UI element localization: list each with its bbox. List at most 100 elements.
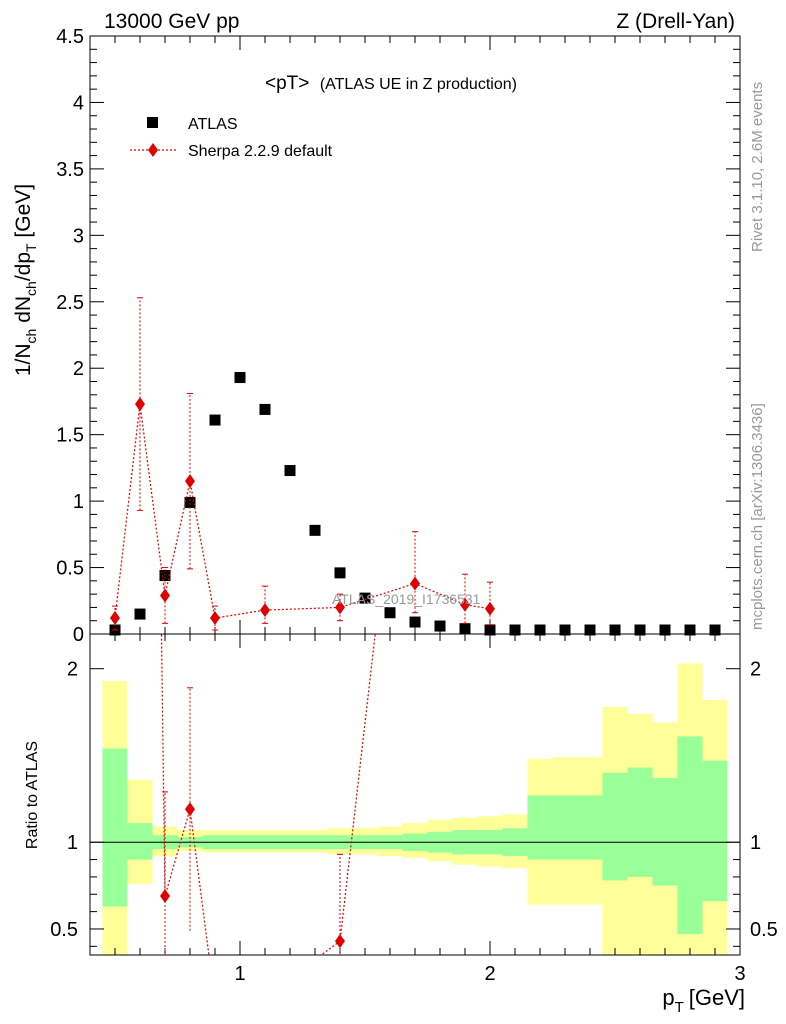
sherpa-point <box>485 601 495 616</box>
ratio-y-tick-label: 1 <box>67 832 78 854</box>
ylabel-part-4: ch <box>23 281 39 296</box>
y-tick-label: 2.5 <box>56 292 84 314</box>
plot-title-main: <pT> <box>265 73 309 94</box>
sherpa-point <box>335 600 345 615</box>
x-tick-label: 3 <box>734 963 745 985</box>
ratio-y-axis-label: Ratio to ATLAS <box>24 741 41 849</box>
sherpa-point <box>160 588 170 603</box>
atlas-point <box>159 570 171 582</box>
atlas-point <box>134 608 146 620</box>
header-right: Z (Drell-Yan) <box>616 10 735 33</box>
ratio-y-tick-label-right: 2 <box>750 659 761 681</box>
atlas-point <box>334 567 346 579</box>
ratio-band-green <box>127 823 153 860</box>
legend-sherpa-marker <box>148 143 158 157</box>
mcplots-label: mcplots.cern.ch [arXiv:1306.3436] <box>749 403 766 630</box>
atlas-point <box>634 624 646 636</box>
sherpa-point <box>110 611 120 626</box>
atlas-point <box>609 624 621 636</box>
top-data <box>109 297 721 636</box>
ylabel-part-7: [GeV] <box>12 184 35 244</box>
plot-title-sub: (ATLAS UE in Z production) <box>320 76 517 93</box>
ylabel-part-2: ch <box>23 329 39 344</box>
sherpa-ratio-point <box>335 934 345 949</box>
atlas-point <box>584 624 596 636</box>
ratio-bands <box>102 663 728 955</box>
y-tick-label: 2 <box>73 358 84 380</box>
legend-atlas-label: ATLAS <box>188 116 238 133</box>
xlabel-unit: [GeV] <box>689 985 745 1010</box>
y-axis-label: 1/Nch dNch/dpT [GeV] <box>12 184 39 376</box>
atlas-point <box>409 616 421 628</box>
atlas-point <box>459 623 471 635</box>
ylabel-part-1: 1/N <box>12 343 35 376</box>
x-tick-label: 2 <box>484 963 495 985</box>
y-tick-label: 0.5 <box>56 558 84 580</box>
sherpa-point <box>135 397 145 412</box>
y-tick-label: 4.5 <box>56 26 84 48</box>
atlas-point <box>434 620 446 632</box>
analysis-watermark: ATLAS_2019_I1736531 <box>332 591 481 607</box>
bottom-data <box>160 634 376 955</box>
atlas-point <box>509 624 521 636</box>
y-tick-label: 1 <box>73 491 84 513</box>
ratio-band-green <box>552 795 578 860</box>
y-tick-label: 1.5 <box>56 425 84 447</box>
atlas-point <box>559 624 571 636</box>
sherpa-point <box>410 576 420 591</box>
sherpa-point <box>185 474 195 489</box>
ratio-band-green <box>602 772 628 881</box>
ylabel-part-3: dN <box>12 296 35 329</box>
plot-title: <pT> (ATLAS UE in Z production) <box>265 73 517 94</box>
sherpa-ratio-point <box>185 802 195 817</box>
header-left: 13000 GeV pp <box>104 10 239 33</box>
sherpa-line <box>114 404 491 619</box>
atlas-point <box>309 524 321 536</box>
ratio-band-green <box>652 778 678 886</box>
y-tick-label: 0 <box>73 624 84 646</box>
atlas-point <box>359 592 371 604</box>
x-axis-label: pT [GeV] <box>662 985 745 1016</box>
ratio-y-tick-label-right: 0.5 <box>750 919 778 941</box>
legend-atlas-marker <box>147 117 158 128</box>
x-tick-label: 1 <box>234 963 245 985</box>
legend: ATLAS Sherpa 2.2.9 default <box>130 116 333 160</box>
atlas-point <box>684 624 696 636</box>
sherpa-ratio-group <box>160 634 376 955</box>
atlas-point <box>209 414 221 426</box>
ratio-y-tick-label-right: 1 <box>750 832 761 854</box>
ratio-band-green <box>677 736 703 935</box>
bottom-axes: 1 2 30.5 0.51 12 2 <box>50 633 778 985</box>
atlas-point <box>384 607 396 619</box>
atlas-point <box>484 624 496 636</box>
y-tick-label: 3 <box>73 225 84 247</box>
atlas-point <box>284 465 296 477</box>
ratio-band-green <box>627 767 653 877</box>
rivet-label: Rivet 3.1.10, 2.6M events <box>749 82 766 252</box>
y-tick-label: 3.5 <box>56 159 84 181</box>
xlabel-sub: T <box>675 999 684 1016</box>
sherpa-ratio-point <box>160 889 170 904</box>
ratio-band-green <box>102 748 128 907</box>
ratio-band-green <box>577 795 603 860</box>
ratio-band-green <box>702 760 728 902</box>
xlabel-main: p <box>662 985 674 1010</box>
y-tick-label: 4 <box>73 92 84 114</box>
sherpa-point <box>460 597 470 612</box>
atlas-point <box>184 496 196 508</box>
atlas-point <box>709 624 721 636</box>
ratio-y-tick-label: 0.5 <box>50 919 78 941</box>
legend-sherpa-label: Sherpa 2.2.9 default <box>188 143 333 160</box>
atlas-point <box>659 624 671 636</box>
ratio-y-tick-label: 2 <box>67 659 78 681</box>
sherpa-point <box>210 611 220 626</box>
atlas-point <box>259 403 271 415</box>
sherpa-point <box>260 603 270 618</box>
top-axes: 0 0.5 1 1.5 2 2.5 3 3.5 4 4.5 <box>56 26 741 646</box>
ratio-band-green <box>527 795 553 860</box>
ylabel-part-6: T <box>23 243 39 252</box>
atlas-point <box>534 624 546 636</box>
ylabel-part-5: /dp <box>12 252 35 281</box>
atlas-point <box>234 372 246 384</box>
